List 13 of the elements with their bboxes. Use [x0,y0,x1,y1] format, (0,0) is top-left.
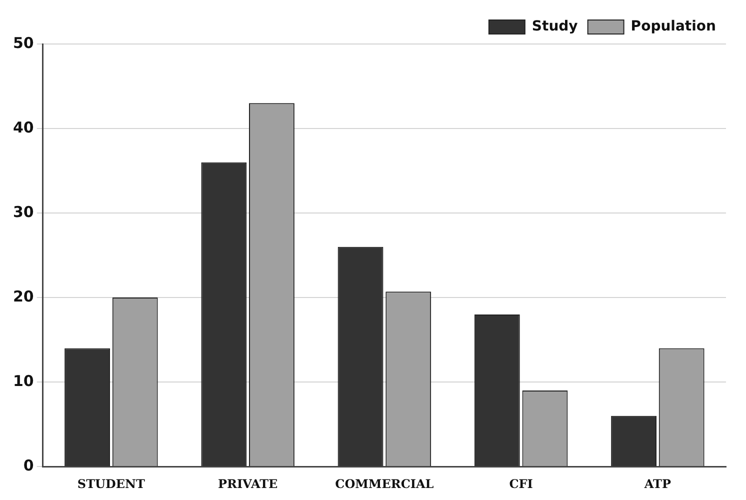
legend-label: Population [630,18,716,35]
legend-label: Study [532,18,578,35]
y-tick-label: 0 [23,456,34,474]
y-tick-label: 40 [13,118,34,136]
y-tick-label: 30 [13,202,34,221]
x-tick-label: ATP [643,476,671,491]
x-tick-label: STUDENT [77,476,146,491]
x-tick-label: COMMERCIAL [335,476,434,491]
y-tick-label: 20 [13,287,34,306]
y-tick-label: 50 [13,34,34,52]
y-tick-label: 10 [13,372,34,390]
x-tick-label: CFI [509,476,534,491]
x-tick-label: PRIVATE [218,476,278,491]
